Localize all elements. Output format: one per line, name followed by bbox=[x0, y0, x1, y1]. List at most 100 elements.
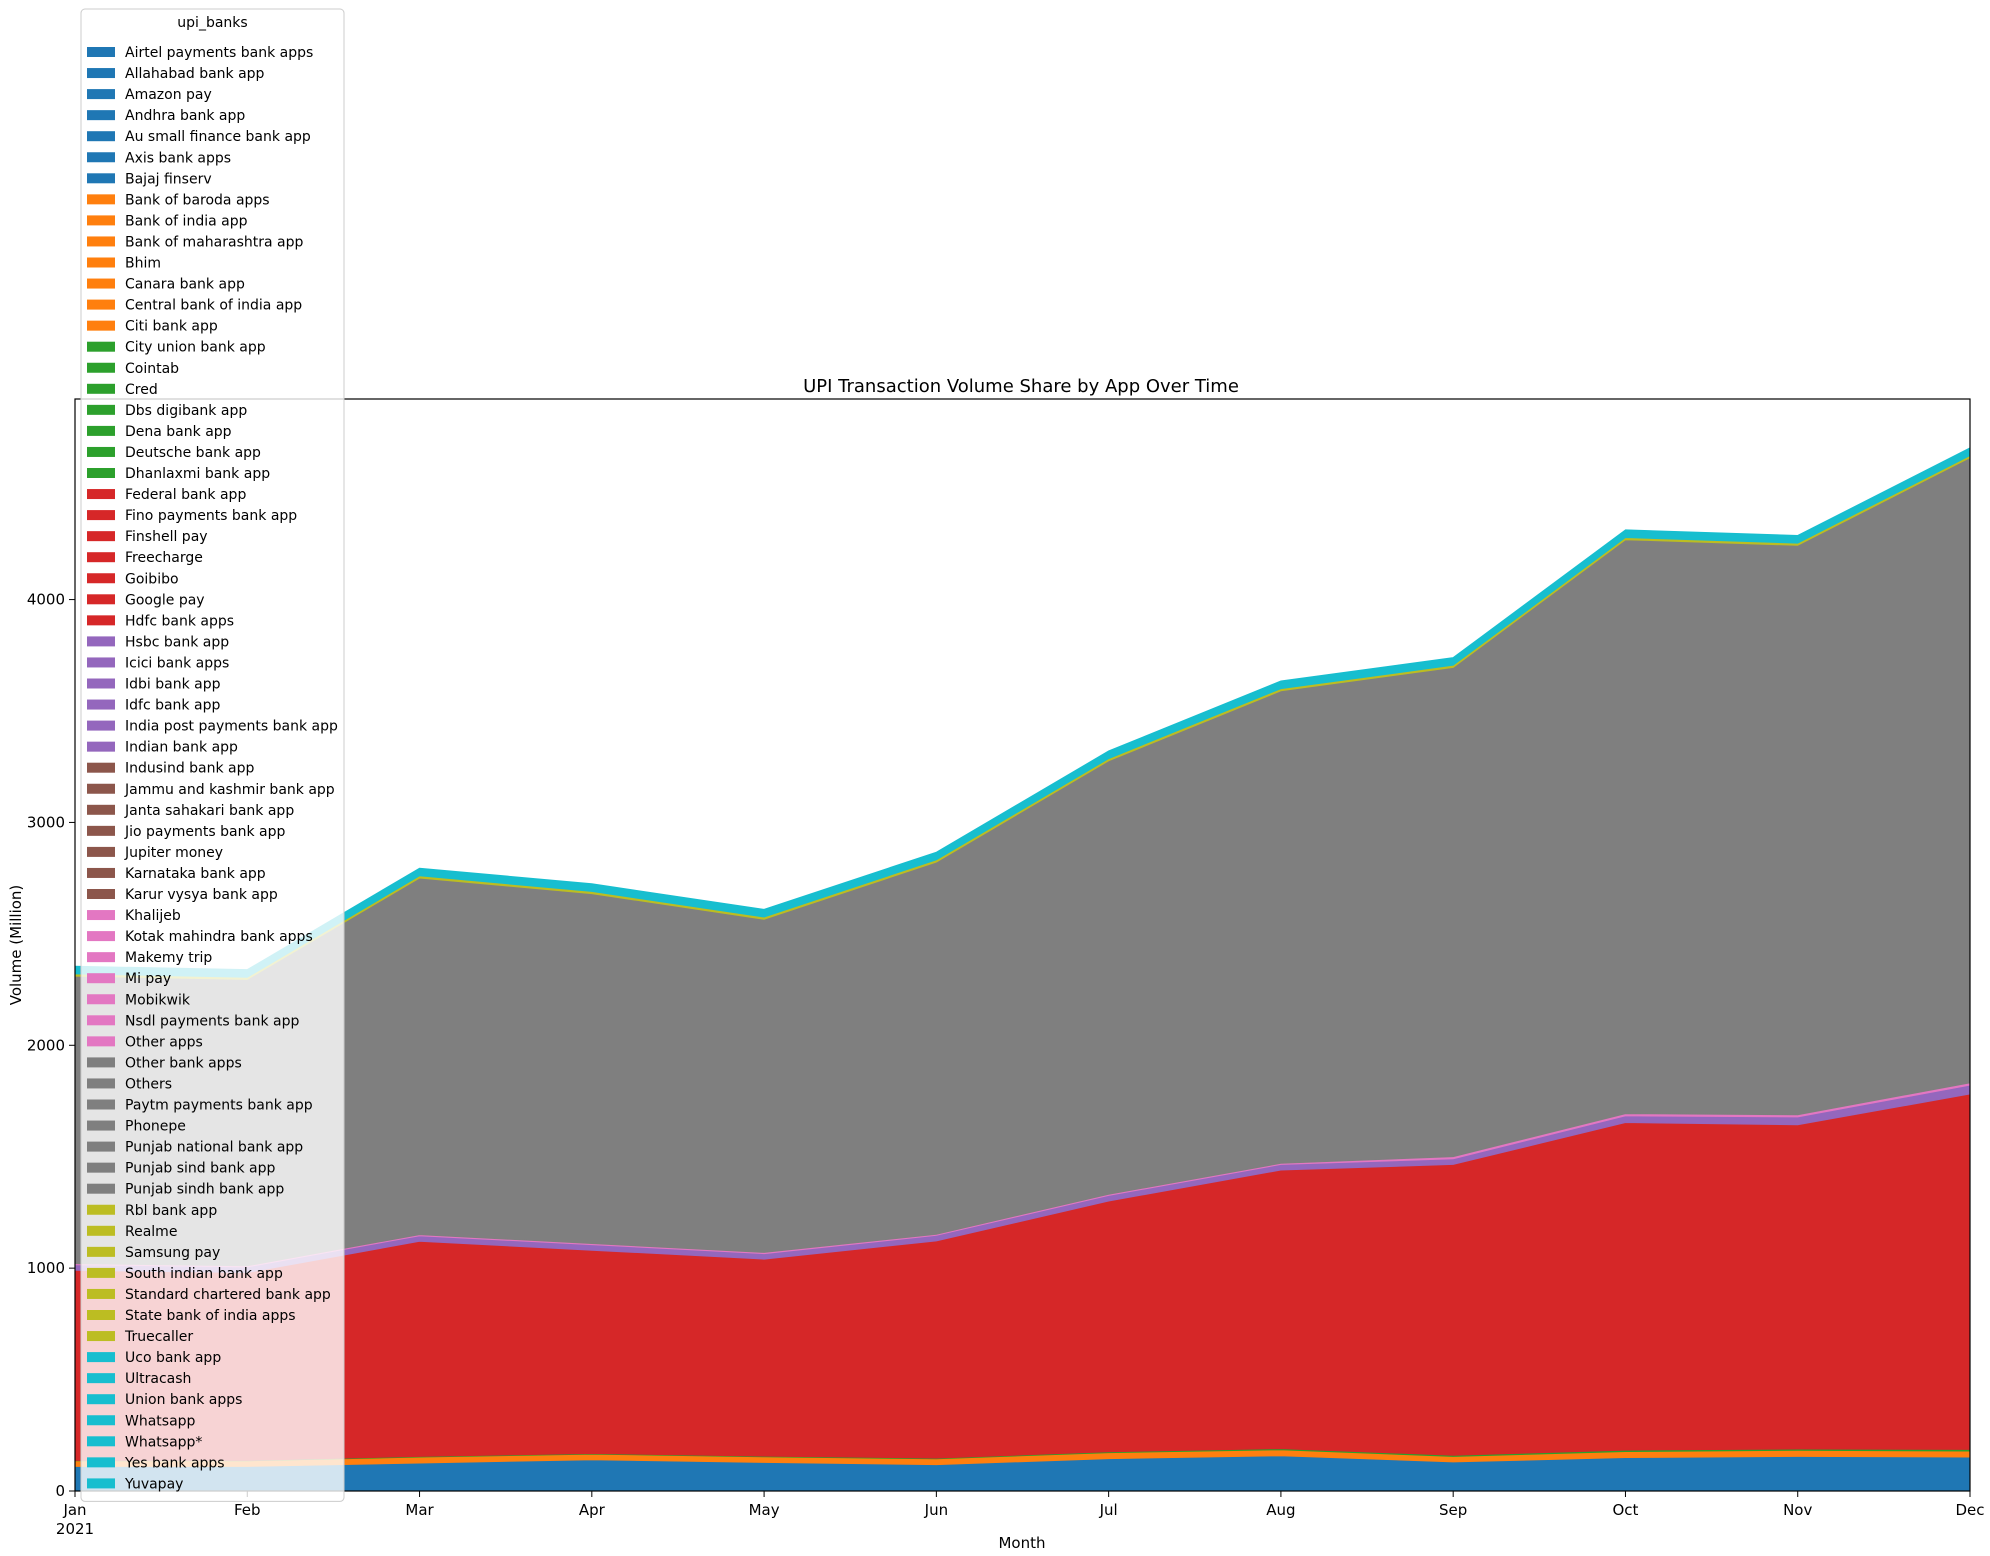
legend-label-65: Whatsapp bbox=[125, 1413, 196, 1429]
legend-swatch-68 bbox=[87, 1478, 115, 1489]
legend-swatch-28 bbox=[87, 636, 115, 647]
legend-label-37: Jio payments bank app bbox=[124, 824, 286, 840]
legend-label-3: Andhra bank app bbox=[125, 108, 245, 124]
legend-label-29: Icici bank apps bbox=[125, 655, 229, 671]
legend-swatch-48 bbox=[87, 1057, 115, 1068]
legend-label-12: Central bank of india app bbox=[125, 298, 302, 314]
legend-swatch-38 bbox=[87, 846, 115, 857]
legend-label-8: Bank of india app bbox=[125, 213, 248, 229]
legend-label-43: Makemy trip bbox=[125, 950, 212, 966]
x-year-label: 2021 bbox=[56, 1520, 94, 1538]
legend-label-53: Punjab sind bank app bbox=[125, 1161, 276, 1177]
legend-label-5: Axis bank apps bbox=[125, 150, 231, 166]
legend-label-10: Bhim bbox=[125, 256, 161, 272]
legend-swatch-47 bbox=[87, 1036, 115, 1047]
x-tick-label-11: Dec bbox=[1955, 1501, 1984, 1519]
legend-label-32: India post payments bank app bbox=[125, 719, 338, 735]
legend-swatch-39 bbox=[87, 867, 115, 878]
x-tick-label-0: Jan bbox=[62, 1501, 86, 1519]
legend-label-58: South indian bank app bbox=[125, 1266, 283, 1282]
y-axis-label: Volume (Million) bbox=[7, 885, 25, 1006]
legend-swatch-11 bbox=[87, 278, 115, 289]
y-tick-label-1: 1000 bbox=[27, 1259, 65, 1277]
legend-swatch-49 bbox=[87, 1078, 115, 1089]
legend-label-56: Realme bbox=[125, 1224, 177, 1240]
legend-swatch-6 bbox=[87, 173, 115, 184]
legend-swatch-59 bbox=[87, 1288, 115, 1299]
legend-swatch-51 bbox=[87, 1120, 115, 1131]
legend-swatch-60 bbox=[87, 1310, 115, 1320]
legend-box bbox=[80, 8, 345, 1502]
y-axis: 0 1000 2000 3000 4000 bbox=[27, 591, 75, 1500]
x-tick-label-5: Jun bbox=[924, 1501, 948, 1519]
area-layers bbox=[74, 447, 1971, 1492]
legend-swatch-52 bbox=[87, 1141, 115, 1152]
legend-label-62: Uco bank app bbox=[125, 1350, 221, 1366]
legend-label-51: Phonepe bbox=[125, 1119, 186, 1135]
legend-swatch-25 bbox=[87, 573, 115, 584]
y-tick-label-0: 0 bbox=[55, 1482, 65, 1500]
legend-swatch-12 bbox=[87, 299, 115, 310]
legend-label-49: Others bbox=[125, 1076, 172, 1092]
x-tick-label-1: Feb bbox=[234, 1501, 261, 1519]
legend-label-39: Karnataka bank app bbox=[125, 866, 266, 882]
legend-label-54: Punjab sindh bank app bbox=[125, 1182, 284, 1198]
legend-label-14: City union bank app bbox=[125, 340, 266, 356]
legend-label-15: Cointab bbox=[125, 361, 179, 377]
legend-swatch-33 bbox=[87, 741, 115, 752]
legend-label-1: Allahabad bank app bbox=[125, 66, 265, 82]
legend-label-21: Federal bank app bbox=[125, 487, 246, 503]
legend-label-50: Paytm payments bank app bbox=[125, 1098, 313, 1114]
legend-label-68: Yuvapay bbox=[124, 1476, 183, 1492]
legend-swatch-17 bbox=[87, 404, 115, 415]
legend: upi_banks Airtel payments bank apps Allaha… bbox=[80, 8, 345, 1502]
legend-swatch-65 bbox=[87, 1415, 115, 1426]
legend-swatch-30 bbox=[87, 678, 115, 689]
legend-label-27: Hdfc bank apps bbox=[125, 613, 234, 629]
legend-label-17: Dbs digibank app bbox=[125, 403, 247, 419]
y-tick-label-4: 4000 bbox=[27, 591, 65, 609]
legend-swatch-64 bbox=[87, 1394, 115, 1405]
x-axis-label: Month bbox=[998, 1534, 1045, 1552]
legend-swatch-15 bbox=[87, 362, 115, 373]
legend-label-57: Samsung pay bbox=[125, 1245, 220, 1261]
legend-label-55: Rbl bank app bbox=[125, 1203, 217, 1219]
legend-swatch-45 bbox=[87, 994, 115, 1005]
legend-label-41: Khalijeb bbox=[125, 908, 181, 924]
legend-label-9: Bank of maharashtra app bbox=[125, 234, 303, 250]
legend-label-36: Janta sahakari bank app bbox=[124, 803, 294, 819]
legend-label-25: Goibibo bbox=[125, 571, 179, 587]
legend-swatch-41 bbox=[87, 910, 115, 921]
legend-swatch-23 bbox=[87, 531, 115, 542]
legend-swatch-24 bbox=[87, 552, 115, 563]
legend-swatch-27 bbox=[87, 615, 115, 626]
legend-swatch-1 bbox=[87, 68, 115, 79]
x-tick-label-7: Aug bbox=[1266, 1501, 1295, 1519]
legend-swatch-67 bbox=[87, 1457, 115, 1468]
legend-label-13: Citi bank app bbox=[125, 319, 218, 335]
legend-swatch-35 bbox=[87, 783, 115, 794]
legend-label-0: Airtel payments bank apps bbox=[125, 45, 313, 61]
legend-label-26: Google pay bbox=[125, 592, 205, 608]
legend-swatch-37 bbox=[87, 825, 115, 836]
legend-swatch-21 bbox=[87, 489, 115, 500]
legend-label-34: Indusind bank app bbox=[125, 761, 255, 777]
legend-label-42: Kotak mahindra bank apps bbox=[125, 929, 313, 945]
legend-swatch-63 bbox=[87, 1373, 115, 1384]
legend-title: upi_banks bbox=[177, 15, 247, 31]
legend-label-19: Deutsche bank app bbox=[125, 445, 261, 461]
legend-label-7: Bank of baroda apps bbox=[125, 192, 270, 208]
legend-label-6: Bajaj finserv bbox=[125, 171, 212, 187]
legend-swatch-18 bbox=[87, 425, 115, 436]
legend-swatch-8 bbox=[87, 215, 115, 226]
x-tick-label-2: Mar bbox=[405, 1501, 434, 1519]
legend-swatch-2 bbox=[87, 89, 115, 100]
legend-swatch-14 bbox=[87, 341, 115, 352]
legend-swatch-4 bbox=[87, 131, 115, 142]
plot-frame bbox=[74, 398, 1971, 1492]
legend-swatch-46 bbox=[87, 1015, 115, 1026]
x-tick-label-4: May bbox=[749, 1501, 780, 1519]
legend-swatch-7 bbox=[87, 194, 115, 205]
legend-swatch-43 bbox=[87, 952, 115, 963]
legend-label-52: Punjab national bank app bbox=[125, 1140, 303, 1156]
